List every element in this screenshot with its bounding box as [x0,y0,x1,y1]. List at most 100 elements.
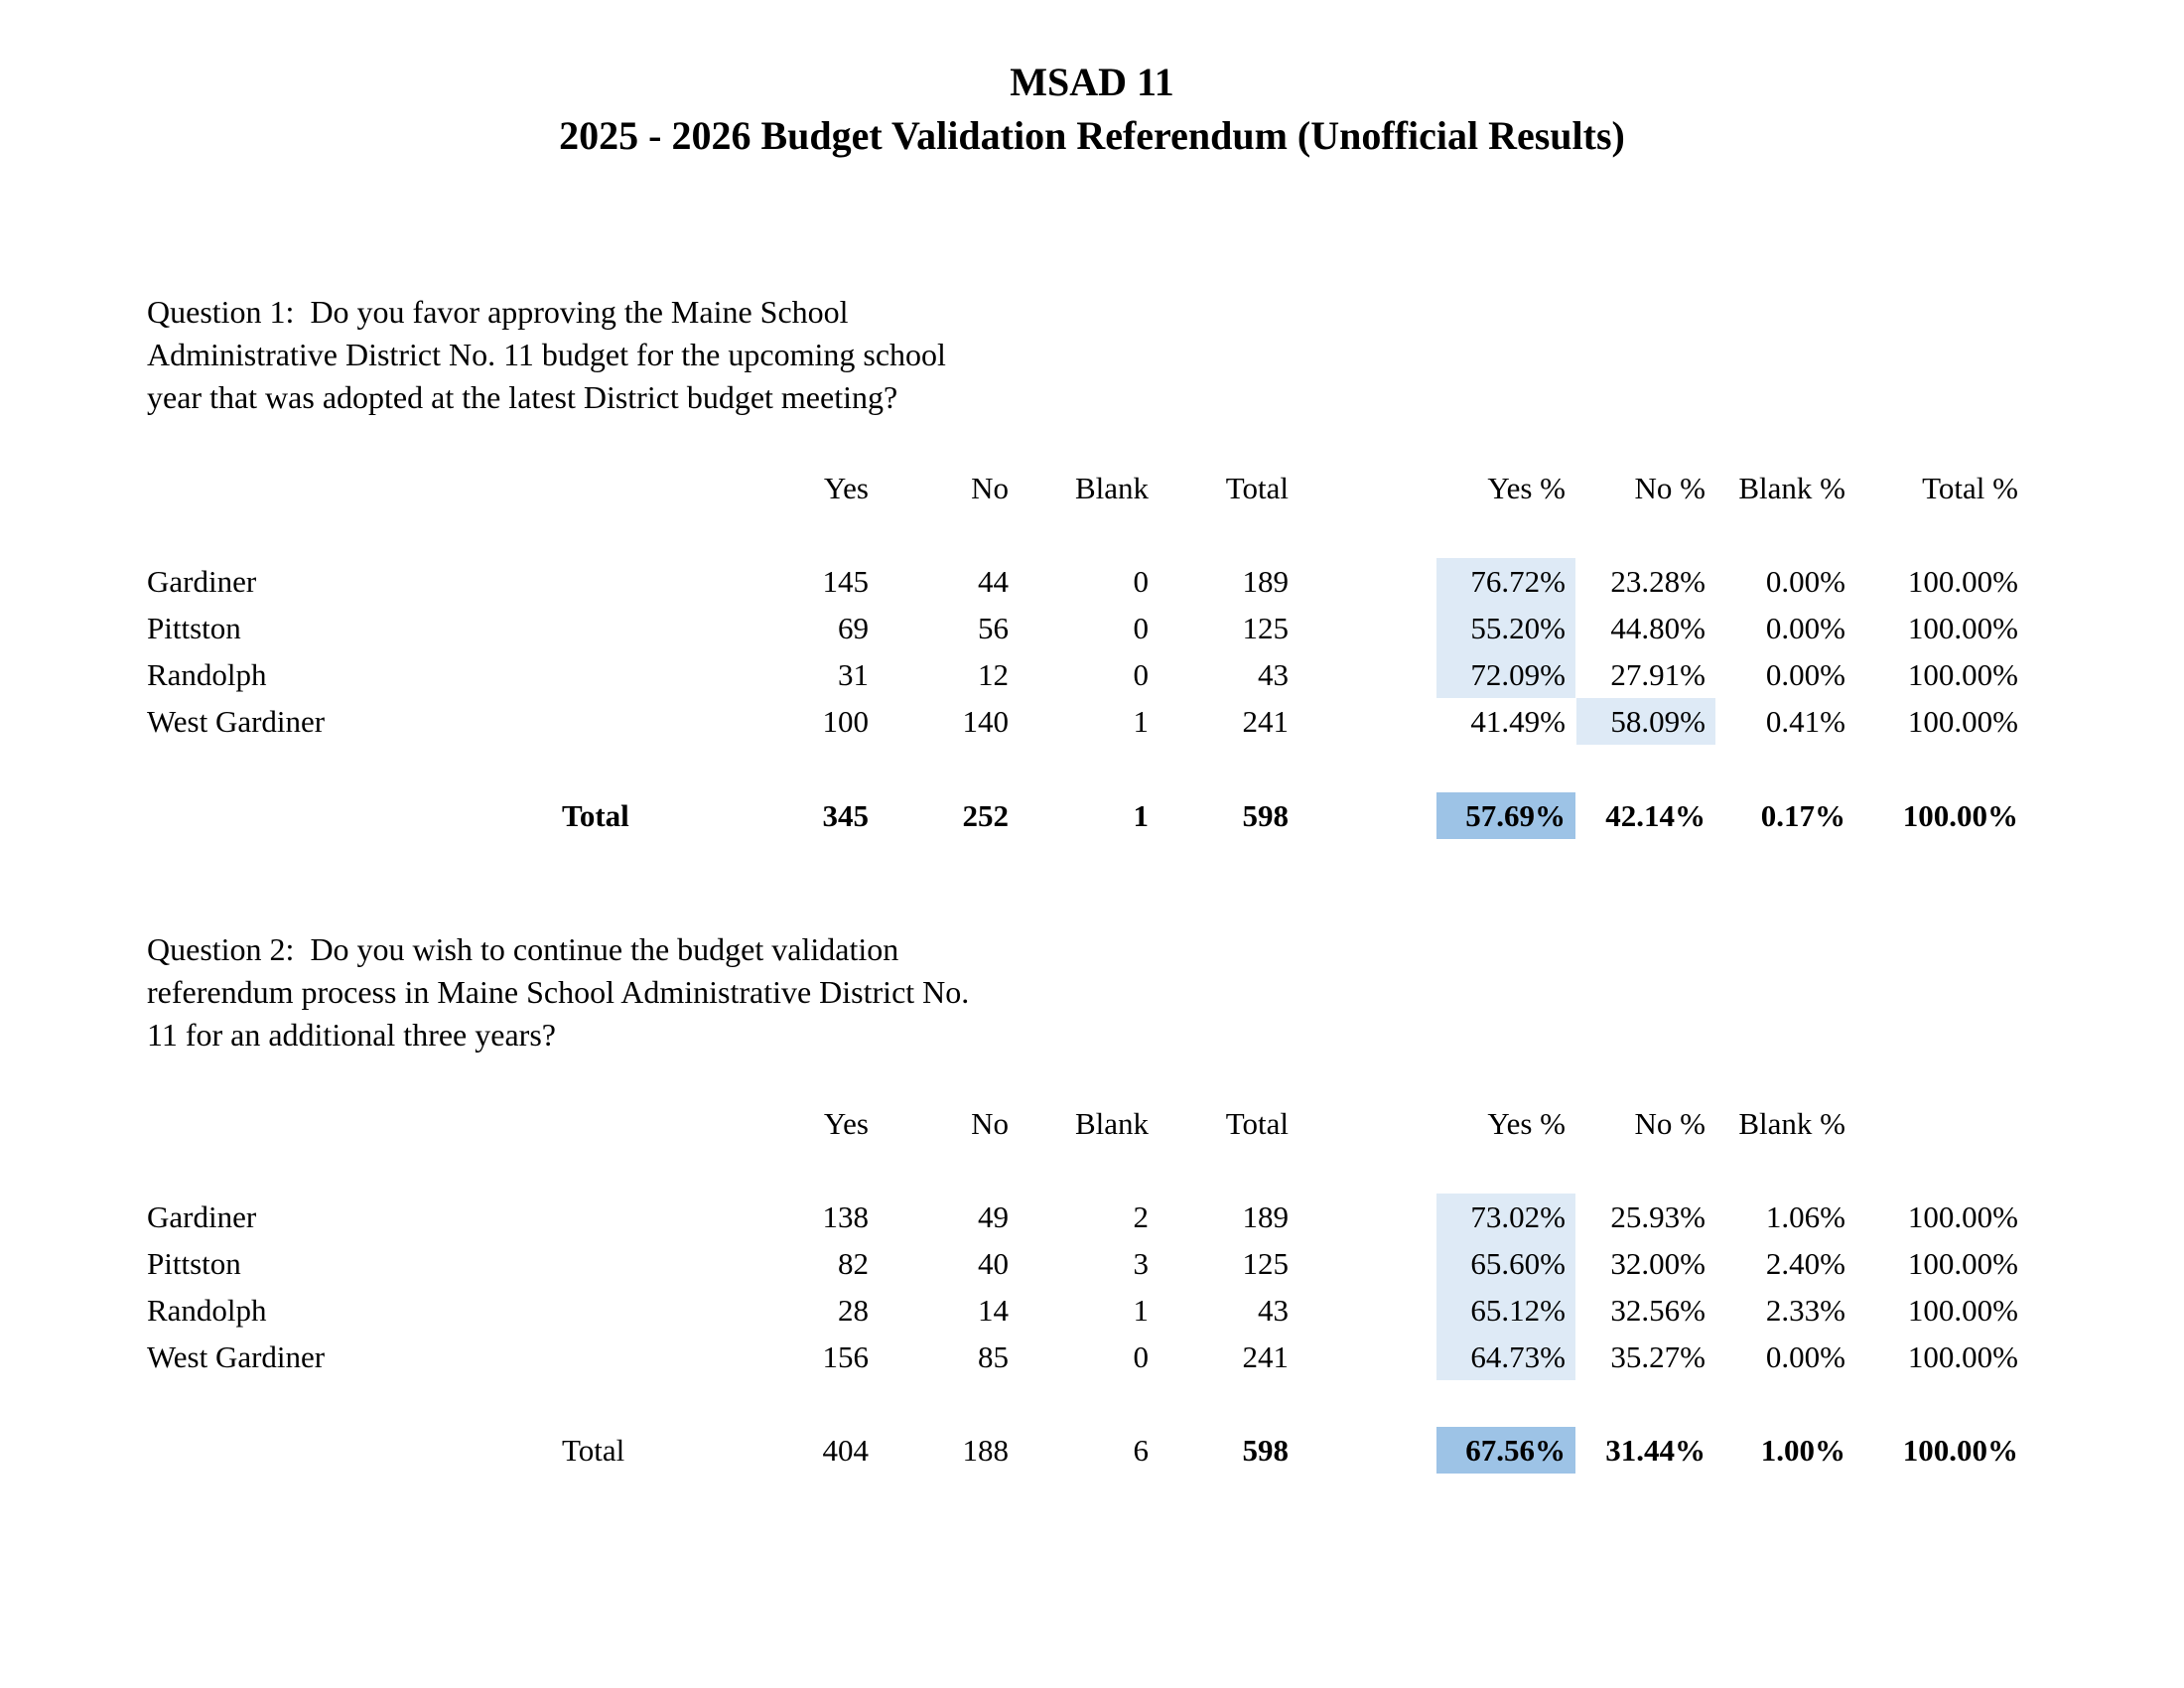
q1-header-blank: Blank [1074,471,1149,505]
question-2-text: Question 2: Do you wish to continue the … [147,931,970,1053]
q2-header-yes: Yes [823,1106,869,1141]
no-cell: 56 [978,611,1009,645]
no-cell: 49 [978,1199,1009,1234]
blank-pct-cell: 0.00% [1765,657,1845,692]
total-pct-cell: 100.00% [1907,611,2018,645]
blank-pct-cell: 1.06% [1765,1199,1845,1234]
question-1-text: Question 1: Do you favor approving the M… [147,294,946,415]
q1-row-west-gardiner: West Gardiner 100 140 1 241 41.49% 58.09… [0,698,2184,745]
q2-header-blank-pct: Blank % [1738,1106,1845,1141]
yes-cell: 156 [822,1339,870,1374]
grand-total-cell: 598 [1242,798,1290,833]
no-pct-cell: 32.00% [1610,1246,1706,1281]
q1-header-yes-pct: Yes % [1487,471,1566,505]
yes-pct-cell-highlighted: 73.02% [1436,1194,1575,1240]
total-pct-cell: 100.00% [1907,657,2018,692]
yes-cell: 100 [822,704,870,739]
town-name-cell: Pittston [147,611,241,645]
total-pct-cell: 100.00% [1907,1339,2018,1374]
q2-header-total: Total [1225,1106,1289,1141]
q1-row-pittston: Pittston 69 56 0 125 55.20% 44.80% 0.00%… [0,605,2184,651]
no-cell: 12 [978,657,1009,692]
q1-header-yes: Yes [823,471,869,505]
blank-cell: 1 [1133,1293,1150,1328]
yes-pct-total-cell-highlighted: 57.69% [1436,792,1575,839]
q1-header-total: Total [1225,471,1289,505]
q2-header-row: Yes No Blank Total Yes % No % Blank % [0,1100,2184,1147]
blank-total-cell: 1 [1133,798,1150,833]
title-line-referendum: 2025 - 2026 Budget Validation Referendum… [559,113,1625,158]
q1-header-total-pct: Total % [1922,471,2018,505]
town-name-cell: Randolph [147,1293,267,1328]
total-pct-total-cell: 100.00% [1902,1433,2018,1468]
yes-cell: 138 [822,1199,870,1234]
town-name-cell: Pittston [147,1246,241,1281]
q2-row-gardiner: Gardiner 138 49 2 189 73.02% 25.93% 1.06… [0,1194,2184,1240]
no-cell: 44 [978,564,1009,599]
blank-pct-cell: 0.41% [1765,704,1845,739]
yes-pct-total-cell-highlighted: 67.56% [1436,1427,1575,1474]
q1-header-row: Yes No Blank Total Yes % No % Blank % To… [0,465,2184,511]
yes-total-cell: 345 [822,798,870,833]
blank-cell: 3 [1133,1246,1150,1281]
yes-pct-cell-highlighted: 64.73% [1436,1334,1575,1380]
town-name-cell: Gardiner [147,1199,257,1234]
yes-total-cell: 404 [822,1433,870,1468]
yes-cell: 31 [838,657,869,692]
no-pct-total-cell: 42.14% [1605,798,1706,833]
blank-pct-cell: 0.00% [1765,1339,1845,1374]
q2-header-no: No [971,1106,1009,1141]
no-pct-cell: 27.91% [1610,657,1706,692]
blank-cell: 0 [1133,1339,1150,1374]
blank-cell: 0 [1133,564,1150,599]
q2-row-west-gardiner: West Gardiner 156 85 0 241 64.73% 35.27%… [0,1334,2184,1380]
no-pct-cell: 35.27% [1610,1339,1706,1374]
no-cell: 140 [962,704,1010,739]
yes-cell: 69 [838,611,869,645]
yes-pct-cell-highlighted: 65.12% [1436,1287,1575,1334]
q2-total-row: Total 404 188 6 598 67.56% 31.44% 1.00% … [0,1427,2184,1474]
total-cell: 43 [1258,1293,1289,1328]
blank-cell: 2 [1133,1199,1150,1234]
blank-cell: 0 [1133,611,1150,645]
total-cell: 241 [1242,1339,1290,1374]
blank-pct-cell: 0.00% [1765,564,1845,599]
no-cell: 14 [978,1293,1009,1328]
town-name-cell: West Gardiner [147,1339,326,1374]
no-cell: 85 [978,1339,1009,1374]
total-pct-cell: 100.00% [1907,564,2018,599]
yes-pct-cell: 41.49% [1470,704,1566,739]
blank-pct-total-cell: 0.17% [1760,798,1845,833]
total-pct-total-cell: 100.00% [1902,798,2018,833]
q2-header-no-pct: No % [1634,1106,1706,1141]
total-cell: 189 [1242,1199,1290,1234]
total-label-cell: Total [562,1433,625,1468]
total-pct-cell: 100.00% [1907,1199,2018,1234]
q1-row-randolph: Randolph 31 12 0 43 72.09% 27.91% 0.00% … [0,651,2184,698]
total-label-cell: Total [562,798,629,833]
blank-pct-cell: 0.00% [1765,611,1845,645]
total-pct-cell: 100.00% [1907,704,2018,739]
q2-header-blank: Blank [1074,1106,1149,1141]
yes-pct-cell-highlighted: 72.09% [1436,651,1575,698]
blank-total-cell: 6 [1133,1433,1150,1468]
blank-cell: 0 [1133,657,1150,692]
q1-header-no-pct: No % [1634,471,1706,505]
no-pct-cell: 44.80% [1610,611,1706,645]
no-pct-cell-highlighted: 58.09% [1576,698,1715,745]
yes-pct-cell-highlighted: 55.20% [1436,605,1575,651]
yes-cell: 82 [838,1246,869,1281]
total-cell: 241 [1242,704,1290,739]
yes-pct-cell-highlighted: 76.72% [1436,558,1575,605]
town-name-cell: Randolph [147,657,267,692]
q1-header-no: No [971,471,1009,505]
q2-row-pittston: Pittston 82 40 3 125 65.60% 32.00% 2.40%… [0,1240,2184,1287]
yes-cell: 145 [822,564,870,599]
no-pct-total-cell: 31.44% [1605,1433,1706,1468]
total-pct-cell: 100.00% [1907,1246,2018,1281]
q1-row-gardiner: Gardiner 145 44 0 189 76.72% 23.28% 0.00… [0,558,2184,605]
title-line-district: MSAD 11 [1010,60,1174,104]
total-cell: 189 [1242,564,1290,599]
no-cell: 40 [978,1246,1009,1281]
